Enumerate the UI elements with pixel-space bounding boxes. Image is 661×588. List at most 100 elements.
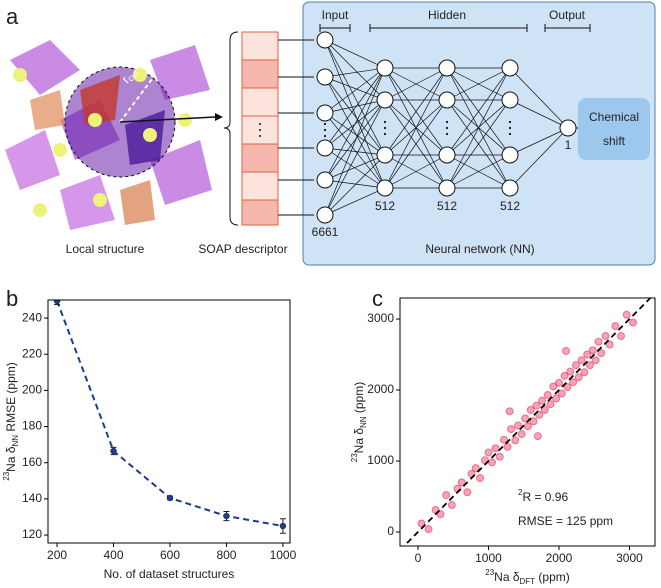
connection xyxy=(446,67,511,189)
data-point xyxy=(563,383,572,392)
data-point xyxy=(546,400,555,409)
data-point xyxy=(526,405,535,414)
panel-label: b xyxy=(6,286,18,311)
x-tick-label: 600 xyxy=(160,548,180,562)
data-point xyxy=(577,356,586,365)
neuron xyxy=(316,171,334,189)
data-point xyxy=(484,448,493,457)
neuron xyxy=(376,59,394,77)
connection xyxy=(324,67,386,149)
data-point xyxy=(223,512,230,520)
data-point xyxy=(611,322,620,331)
data-point xyxy=(538,396,547,405)
data-point xyxy=(442,491,451,500)
neuron xyxy=(438,91,456,109)
connection xyxy=(324,67,386,216)
neuron xyxy=(376,91,394,109)
data-point xyxy=(507,425,516,434)
data-point xyxy=(457,478,466,487)
text-part: 2 xyxy=(518,488,523,497)
connection xyxy=(324,112,386,189)
x-tick-label: 1000 xyxy=(475,551,502,565)
connection xyxy=(384,67,448,156)
connection xyxy=(324,39,386,189)
data-point xyxy=(571,361,580,370)
data-point xyxy=(471,464,480,473)
y-tick-label: 240 xyxy=(22,310,42,324)
network xyxy=(278,31,580,224)
connection xyxy=(324,67,386,181)
annotation: RMSE = 125 ppm xyxy=(518,514,613,528)
output-box-text: shift xyxy=(603,134,626,148)
axes-frame xyxy=(47,299,291,544)
connection xyxy=(384,67,448,189)
y-tick-label: 3000 xyxy=(367,311,394,325)
x-tick-label: 0 xyxy=(415,551,422,565)
output-box xyxy=(578,98,650,160)
ellipsis-dot xyxy=(445,132,449,136)
connection xyxy=(324,76,386,189)
data-point xyxy=(601,332,610,341)
data-point xyxy=(488,458,497,467)
data-point xyxy=(585,361,594,370)
data-point xyxy=(514,421,523,430)
connection xyxy=(384,99,448,189)
neuron xyxy=(501,59,519,77)
data-point xyxy=(166,494,174,502)
connection xyxy=(446,67,511,101)
neuron xyxy=(316,104,334,122)
y-tick-label: 120 xyxy=(22,527,42,541)
data-point xyxy=(594,337,603,346)
text-part: = 0.96 xyxy=(531,490,568,504)
data-point xyxy=(574,373,583,382)
data-point xyxy=(279,522,287,530)
ellipsis-dot xyxy=(508,132,512,136)
brace xyxy=(223,31,239,226)
input-label: Input xyxy=(322,8,349,22)
ellipsis-dot xyxy=(508,120,512,124)
panel-label: a xyxy=(6,4,19,29)
data-point xyxy=(436,510,445,519)
data-point xyxy=(560,371,569,380)
data-point xyxy=(529,417,538,426)
data-point xyxy=(569,378,578,387)
descriptor-label: SOAP descriptor xyxy=(198,242,287,256)
connection xyxy=(324,39,386,156)
plot-area xyxy=(402,298,652,546)
data-point xyxy=(629,318,638,327)
text-part: NN xyxy=(11,435,20,447)
neuron xyxy=(438,59,456,77)
neuron xyxy=(501,146,519,164)
data-point xyxy=(476,474,485,483)
text-part: RMSE (ppm) xyxy=(4,362,18,435)
connection xyxy=(324,39,386,69)
ellipsis-dot xyxy=(508,126,512,130)
data-point xyxy=(588,346,597,355)
data-point xyxy=(532,401,541,410)
y-tick-label: 2000 xyxy=(367,382,394,396)
ellipsis-dot xyxy=(445,126,449,130)
data-point xyxy=(511,436,520,445)
axes-frame xyxy=(399,297,656,547)
connection xyxy=(446,154,511,189)
text-part: RMSE = 125 ppm xyxy=(518,514,613,528)
data-point xyxy=(424,525,433,534)
connection xyxy=(324,39,386,101)
data-point xyxy=(503,442,512,451)
connection xyxy=(324,154,386,181)
connection xyxy=(324,76,386,156)
y-tick-label: 140 xyxy=(22,491,42,505)
text-part: Na δ xyxy=(494,570,520,584)
connection xyxy=(324,99,386,114)
connection xyxy=(324,99,386,216)
x-tick-label: 800 xyxy=(216,548,236,562)
data-point xyxy=(53,300,61,305)
y-tick-label: 200 xyxy=(22,383,42,397)
x-tick-label: 1000 xyxy=(270,548,297,562)
data-point xyxy=(505,407,514,416)
descriptor-vector xyxy=(241,31,279,226)
neuron xyxy=(316,68,334,86)
connection xyxy=(509,127,569,156)
data-point xyxy=(517,430,526,439)
